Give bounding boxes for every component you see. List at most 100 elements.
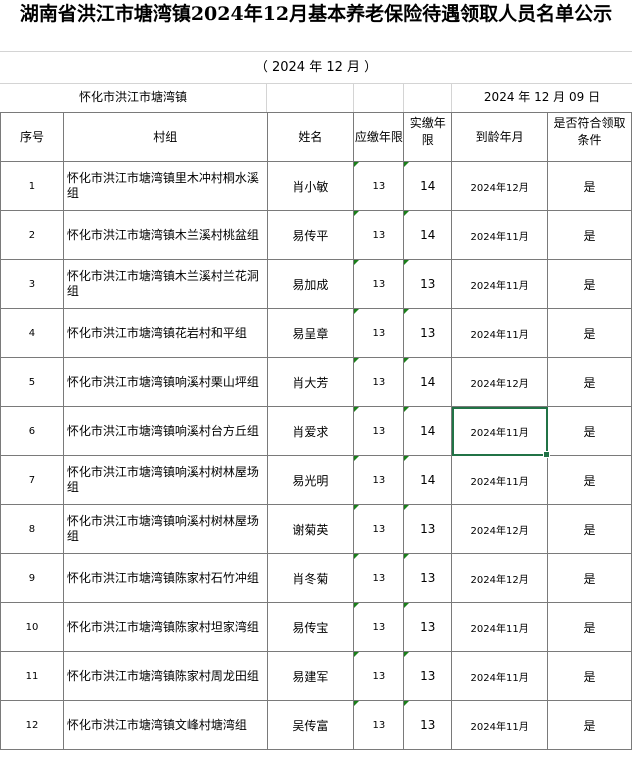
due-years-cell[interactable]: 13 bbox=[353, 161, 405, 211]
eligible-cell[interactable]: 是 bbox=[547, 651, 632, 701]
paid-years-cell[interactable]: 14 bbox=[403, 357, 453, 407]
name-cell[interactable]: 易传平 bbox=[266, 210, 355, 260]
due-years-cell[interactable]: 13 bbox=[353, 651, 405, 701]
name-cell[interactable]: 肖大芳 bbox=[266, 357, 355, 407]
name-cell[interactable]: 易呈章 bbox=[266, 308, 355, 358]
no-cell[interactable]: 6 bbox=[0, 406, 64, 456]
empty-cell[interactable] bbox=[354, 83, 404, 112]
name-cell[interactable]: 易建军 bbox=[266, 651, 355, 701]
due-years-cell[interactable]: 13 bbox=[353, 602, 405, 652]
group-cell[interactable]: 怀化市洪江市塘湾镇响溪村树林屋场组 bbox=[62, 504, 268, 554]
eligible-cell[interactable]: 是 bbox=[547, 259, 632, 309]
age-month-cell[interactable]: 2024年11月 bbox=[451, 308, 549, 358]
eligible-cell[interactable]: 是 bbox=[547, 455, 632, 505]
date-label[interactable]: 2024 年 12 月 09 日 bbox=[483, 90, 601, 104]
due-years-cell[interactable]: 13 bbox=[353, 357, 405, 407]
group-cell[interactable]: 怀化市洪江市塘湾镇响溪村台方丘组 bbox=[62, 406, 268, 456]
paid-years-cell[interactable]: 13 bbox=[403, 553, 453, 603]
header-eligible[interactable]: 是否符合领取条件 bbox=[547, 112, 632, 162]
eligible-cell[interactable]: 是 bbox=[547, 161, 632, 211]
no-cell[interactable]: 4 bbox=[0, 308, 64, 358]
no-cell[interactable]: 3 bbox=[0, 259, 64, 309]
due-years-cell[interactable]: 13 bbox=[353, 700, 405, 750]
group-cell[interactable]: 怀化市洪江市塘湾镇里木冲村桐水溪组 bbox=[62, 161, 268, 211]
group-cell[interactable]: 怀化市洪江市塘湾镇陈家村石竹冲组 bbox=[62, 553, 268, 603]
eligible-cell[interactable]: 是 bbox=[547, 602, 632, 652]
age-month-cell[interactable]: 2024年11月 bbox=[451, 210, 549, 260]
eligible-cell[interactable]: 是 bbox=[547, 406, 632, 456]
group-cell[interactable]: 怀化市洪江市塘湾镇响溪村栗山坪组 bbox=[62, 357, 268, 407]
name-cell[interactable]: 谢菊英 bbox=[266, 504, 355, 554]
eligible-cell[interactable]: 是 bbox=[547, 504, 632, 554]
paid-years-cell[interactable]: 13 bbox=[403, 602, 453, 652]
paid-years-cell[interactable]: 13 bbox=[403, 651, 453, 701]
name-cell[interactable]: 肖小敏 bbox=[266, 161, 355, 211]
group-cell[interactable]: 怀化市洪江市塘湾镇陈家村周龙田组 bbox=[62, 651, 268, 701]
group-cell[interactable]: 怀化市洪江市塘湾镇陈家村坦家湾组 bbox=[62, 602, 268, 652]
name-cell[interactable]: 易传宝 bbox=[266, 602, 355, 652]
age-month-cell[interactable]: 2024年11月 bbox=[451, 602, 549, 652]
header-group[interactable]: 村组 bbox=[62, 112, 268, 162]
empty-cell[interactable] bbox=[267, 83, 354, 112]
paid-years-cell[interactable]: 14 bbox=[403, 406, 453, 456]
age-month-cell[interactable]: 2024年11月 bbox=[451, 406, 551, 459]
age-month-cell[interactable]: 2024年11月 bbox=[451, 651, 549, 701]
region-label[interactable]: 怀化市洪江市塘湾镇 bbox=[0, 83, 267, 112]
group-cell[interactable]: 怀化市洪江市塘湾镇木兰溪村兰花洞组 bbox=[62, 259, 268, 309]
name-cell[interactable]: 肖冬菊 bbox=[266, 553, 355, 603]
eligible-cell[interactable]: 是 bbox=[547, 700, 632, 750]
no-cell[interactable]: 12 bbox=[0, 700, 64, 750]
age-month-cell[interactable]: 2024年11月 bbox=[451, 700, 549, 750]
group-cell[interactable]: 怀化市洪江市塘湾镇响溪村树林屋场组 bbox=[62, 455, 268, 505]
no-cell[interactable]: 11 bbox=[0, 651, 64, 701]
paid-years-cell[interactable]: 13 bbox=[403, 700, 453, 750]
no-cell[interactable]: 2 bbox=[0, 210, 64, 260]
eligible-cell[interactable]: 是 bbox=[547, 553, 632, 603]
age-month-cell[interactable]: 2024年11月 bbox=[451, 259, 549, 309]
name-cell[interactable]: 吴传富 bbox=[266, 700, 355, 750]
due-years-cell[interactable]: 13 bbox=[353, 504, 405, 554]
no-cell[interactable]: 5 bbox=[0, 357, 64, 407]
due-years-cell[interactable]: 13 bbox=[353, 455, 405, 505]
name-cell[interactable]: 易光明 bbox=[266, 455, 355, 505]
age-month-cell[interactable]: 2024年12月 bbox=[451, 553, 549, 603]
group-cell[interactable]: 怀化市洪江市塘湾镇木兰溪村桃盆组 bbox=[62, 210, 268, 260]
eligible-cell[interactable]: 是 bbox=[547, 210, 632, 260]
group-cell[interactable]: 怀化市洪江市塘湾镇花岩村和平组 bbox=[62, 308, 268, 358]
paid-years-cell[interactable]: 14 bbox=[403, 455, 453, 505]
no-cell[interactable]: 10 bbox=[0, 602, 64, 652]
eligible-cell[interactable]: 是 bbox=[547, 308, 632, 358]
sheet-title[interactable]: 湖南省洪江市塘湾镇2024年12月基本养老保险待遇领取人员名单公示 bbox=[0, 0, 632, 52]
due-years-cell[interactable]: 13 bbox=[353, 553, 405, 603]
period-label[interactable]: （ 2024 年 12 月 ） bbox=[0, 52, 632, 84]
paid-years-cell[interactable]: 13 bbox=[403, 308, 453, 358]
paid-years-cell[interactable]: 14 bbox=[403, 161, 453, 211]
paid-years-cell[interactable]: 14 bbox=[403, 210, 453, 260]
header-due-years[interactable]: 应缴年限 bbox=[353, 112, 405, 162]
age-month-cell[interactable]: 2024年12月 bbox=[451, 161, 549, 211]
no-cell[interactable]: 9 bbox=[0, 553, 64, 603]
table-row: 6 怀化市洪江市塘湾镇响溪村台方丘组 肖爱求 13 14 2024年11月是 bbox=[0, 406, 632, 459]
no-cell[interactable]: 8 bbox=[0, 504, 64, 554]
due-years-cell[interactable]: 13 bbox=[353, 308, 405, 358]
age-month-cell[interactable]: 2024年11月 bbox=[451, 455, 549, 505]
header-name[interactable]: 姓名 bbox=[266, 112, 355, 162]
due-years-cell[interactable]: 13 bbox=[353, 210, 405, 260]
header-age-month[interactable]: 到龄年月 bbox=[451, 112, 549, 162]
no-cell[interactable]: 1 bbox=[0, 161, 64, 211]
paid-years-cell[interactable]: 13 bbox=[403, 259, 453, 309]
empty-cell[interactable] bbox=[404, 83, 452, 112]
header-paid-years[interactable]: 实缴年限 bbox=[403, 112, 453, 162]
no-cell[interactable]: 7 bbox=[0, 455, 64, 505]
eligible-cell[interactable]: 是 bbox=[547, 357, 632, 407]
due-years-cell[interactable]: 13 bbox=[353, 406, 405, 456]
age-month-cell[interactable]: 2024年12月 bbox=[451, 504, 549, 554]
due-years-cell[interactable]: 13 bbox=[353, 259, 405, 309]
group-cell[interactable]: 怀化市洪江市塘湾镇文峰村塘湾组 bbox=[62, 700, 268, 750]
name-cell[interactable]: 肖爱求 bbox=[266, 406, 355, 456]
name-cell[interactable]: 易加成 bbox=[266, 259, 355, 309]
paid-years-cell[interactable]: 13 bbox=[403, 504, 453, 554]
table-row: 5 怀化市洪江市塘湾镇响溪村栗山坪组 肖大芳 13 14 2024年12月是 bbox=[0, 357, 632, 407]
age-month-cell[interactable]: 2024年12月 bbox=[451, 357, 549, 407]
header-no[interactable]: 序号 bbox=[0, 112, 64, 162]
